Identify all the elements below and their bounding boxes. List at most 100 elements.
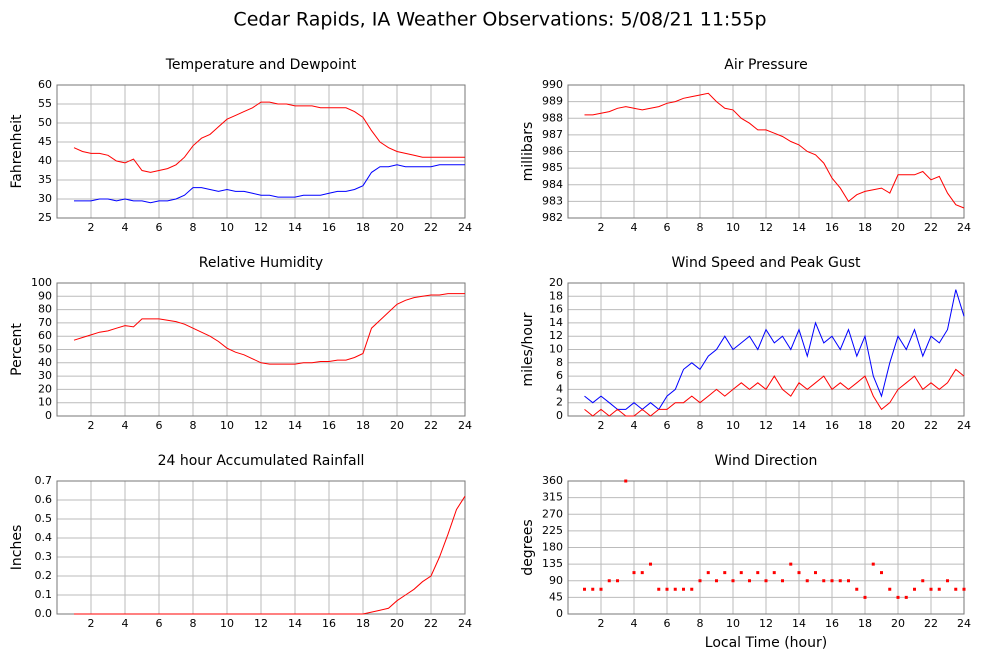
y-tick-label: 0.4: [35, 531, 53, 544]
x-tick-label: 12: [759, 419, 773, 432]
x-tick-label: 2: [598, 617, 605, 630]
x-tick-label: 16: [322, 419, 336, 432]
x-tick-label: 4: [631, 221, 638, 234]
data-point: [822, 579, 826, 583]
y-tick-label: 90: [549, 574, 563, 587]
data-point: [954, 587, 958, 591]
y-tick-label: 80: [38, 303, 52, 316]
data-point: [624, 479, 628, 483]
x-tick-label: 4: [122, 221, 129, 234]
y-tick-label: 30: [38, 192, 52, 205]
y-axis-label: Fahrenheit: [9, 114, 25, 189]
x-tick-label: 2: [88, 617, 95, 630]
data-line: [73, 293, 465, 365]
y-tick-label: 988: [542, 111, 563, 124]
y-tick-label: 70: [38, 316, 52, 329]
data-point: [665, 587, 669, 591]
x-tick-label: 8: [190, 617, 197, 630]
plot-frame: [56, 282, 466, 417]
y-axis-label: miles/hour: [520, 312, 536, 386]
data-point: [814, 571, 817, 575]
y-tick-label: 50: [38, 343, 52, 356]
x-tick-label: 2: [598, 419, 605, 432]
data-point: [731, 579, 735, 583]
data-point: [888, 587, 892, 591]
y-tick-label: 0: [556, 607, 563, 620]
y-tick-label: 180: [542, 541, 563, 554]
x-tick-label: 4: [631, 617, 638, 630]
x-tick-label: 18: [858, 419, 872, 432]
x-tick-label: 10: [220, 221, 234, 234]
data-point: [772, 571, 776, 575]
y-tick-label: 270: [542, 507, 563, 520]
x-tick-label: 22: [924, 419, 938, 432]
y-tick-label: 18: [549, 289, 563, 302]
data-point: [805, 579, 809, 583]
data-point: [838, 579, 842, 583]
y-tick-label: 6: [556, 369, 563, 382]
x-tick-label: 22: [424, 419, 438, 432]
data-point: [962, 587, 966, 591]
x-tick-label: 18: [356, 221, 370, 234]
y-tick-label: 12: [549, 329, 563, 342]
x-tick-label: 24: [458, 419, 472, 432]
y-tick-label: 35: [38, 173, 52, 186]
y-axis-label: degrees: [520, 519, 536, 575]
chart-title: Relative Humidity: [199, 255, 323, 271]
data-line: [584, 92, 965, 209]
x-tick-label: 12: [254, 617, 268, 630]
y-tick-label: 984: [542, 178, 563, 191]
data-point: [599, 587, 603, 591]
data-point: [591, 587, 595, 591]
y-tick-label: 40: [38, 154, 52, 167]
y-tick-label: 45: [38, 135, 52, 148]
x-tick-label: 24: [957, 221, 971, 234]
chart-title: Air Pressure: [724, 57, 807, 73]
y-tick-label: 10: [38, 396, 52, 409]
plot-frame: [567, 480, 965, 615]
data-point: [937, 587, 941, 591]
x-tick-label: 6: [664, 221, 671, 234]
x-tick-label: 2: [88, 221, 95, 234]
y-axis-label: millibars: [520, 122, 536, 182]
data-point: [789, 562, 793, 566]
y-tick-label: 987: [542, 128, 563, 141]
data-point: [715, 579, 718, 583]
data-line: [73, 101, 465, 173]
y-tick-label: 8: [556, 356, 563, 369]
x-tick-label: 20: [390, 221, 404, 234]
y-tick-label: 16: [549, 303, 563, 316]
y-tick-label: 0.5: [35, 512, 53, 525]
data-point: [698, 579, 702, 583]
data-point: [830, 579, 834, 583]
chart-title: 24 hour Accumulated Rainfall: [158, 453, 365, 469]
y-tick-label: 60: [38, 329, 52, 342]
page-title: Cedar Rapids, IA Weather Observations: 5…: [233, 9, 766, 31]
x-tick-label: 10: [220, 617, 234, 630]
y-tick-label: 360: [542, 474, 563, 487]
x-tick-label: 10: [726, 419, 740, 432]
data-point: [640, 571, 644, 575]
data-point: [847, 579, 850, 583]
data-line: [74, 495, 466, 615]
x-tick-label: 16: [322, 221, 336, 234]
plot-frame: [567, 282, 965, 417]
x-tick-label: 20: [390, 419, 404, 432]
data-point: [673, 587, 677, 591]
x-tick-label: 18: [356, 419, 370, 432]
x-tick-label: 12: [759, 221, 773, 234]
y-tick-label: 0: [45, 409, 52, 422]
y-tick-label: 40: [38, 356, 52, 369]
y-tick-label: 2: [556, 396, 563, 409]
data-point: [929, 587, 933, 591]
x-tick-label: 16: [825, 221, 839, 234]
data-point: [632, 571, 636, 575]
x-tick-label: 24: [957, 617, 971, 630]
x-tick-label: 6: [156, 221, 163, 234]
data-point: [855, 587, 859, 591]
x-tick-label: 12: [759, 617, 773, 630]
x-tick-label: 8: [190, 221, 197, 234]
data-point: [583, 587, 586, 591]
x-tick-label: 6: [156, 419, 163, 432]
y-tick-label: 10: [549, 343, 563, 356]
